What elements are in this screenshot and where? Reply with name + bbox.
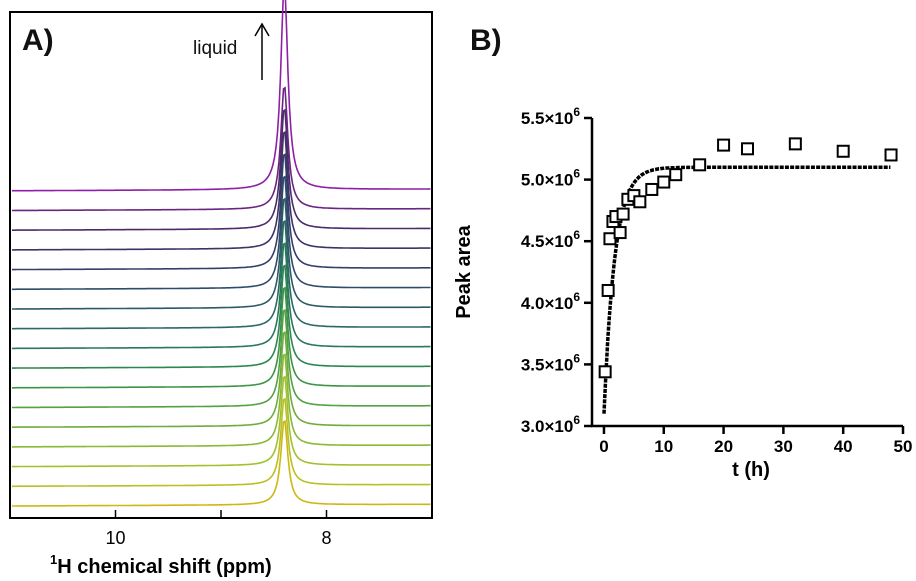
data-point xyxy=(616,207,630,221)
panel-b-y-ticks: 3.0×106 3.5×106 4.0×106 4.5×106 5.0×106 5.5×1… xyxy=(521,105,592,436)
spectrum-line xyxy=(12,308,431,409)
x-tick-label: 10 xyxy=(105,528,125,548)
data-point xyxy=(717,138,731,152)
data-point xyxy=(693,158,707,172)
panel-a-frame xyxy=(9,11,433,519)
y-tick-label: 4.0×106 xyxy=(521,290,580,313)
spectrum-line xyxy=(12,130,431,251)
x-tick-label: 0 xyxy=(599,437,608,456)
spectrum-line xyxy=(12,197,431,310)
spectrum-line xyxy=(12,375,431,468)
spectrum-line xyxy=(12,219,431,330)
spectrum-line xyxy=(12,0,431,192)
spectrum-line xyxy=(12,86,431,212)
panel-b-x-ticks: 0 10 20 30 40 50 xyxy=(599,426,912,456)
y-tick-label: 3.5×106 xyxy=(521,351,580,374)
spectrum-line xyxy=(12,419,431,507)
spectra-group xyxy=(12,0,431,507)
fit-curve xyxy=(602,165,891,414)
x-tick-label: 50 xyxy=(894,437,913,456)
x-tick-label: 10 xyxy=(654,437,673,456)
spectrum-line xyxy=(12,175,431,291)
x-title-superscript: 1 xyxy=(50,552,57,567)
spectrum-line xyxy=(12,153,431,271)
panel-b-y-axis-title: Peak area xyxy=(453,224,475,318)
y-tick-label: 5.0×106 xyxy=(521,167,580,190)
spectrum-line xyxy=(12,264,431,369)
panel-a-x-ticks: 10 8 xyxy=(105,510,332,548)
spectrum-line xyxy=(12,242,431,350)
liquid-annotation: liquid xyxy=(193,38,237,59)
data-point xyxy=(741,142,754,156)
panel-b-label: B) xyxy=(470,24,502,57)
liquid-arrow xyxy=(254,22,270,80)
data-point xyxy=(645,182,659,196)
panel-a: A) liquid 10 8 1H chemical shift (ppm) xyxy=(9,0,433,578)
y-tick-label: 4.5×106 xyxy=(521,228,580,251)
x-tick-label: 20 xyxy=(714,437,733,456)
spectrum-line xyxy=(12,331,431,428)
spectrum-line xyxy=(12,108,431,231)
data-point xyxy=(669,168,683,182)
data-point xyxy=(884,148,898,162)
x-tick-label: 30 xyxy=(774,437,793,456)
y-tick-label: 3.0×106 xyxy=(521,413,580,436)
y-tick-label: 5.5×106 xyxy=(521,105,580,128)
spectrum-line xyxy=(12,353,431,448)
spectrum-line xyxy=(12,286,431,389)
data-point xyxy=(601,283,615,297)
panel-b: B) 3.0×106 3.5×106 4.0×106 4.5×106 5.0×106 5.… xyxy=(453,24,912,481)
panel-a-label: A) xyxy=(22,24,54,57)
panel-b-x-axis-title: t (h) xyxy=(732,459,770,481)
x-tick-label: 8 xyxy=(321,528,331,548)
data-point xyxy=(657,175,671,189)
x-title-main: H chemical shift (ppm) xyxy=(57,556,271,578)
data-points xyxy=(598,137,898,379)
spectrum-line xyxy=(12,397,431,488)
panel-a-x-axis-title: 1H chemical shift (ppm) xyxy=(50,552,272,578)
data-point xyxy=(613,226,627,240)
x-tick-label: 40 xyxy=(834,437,853,456)
data-point xyxy=(836,144,850,158)
data-point xyxy=(788,137,802,151)
data-point xyxy=(633,195,647,209)
data-point xyxy=(598,365,612,379)
